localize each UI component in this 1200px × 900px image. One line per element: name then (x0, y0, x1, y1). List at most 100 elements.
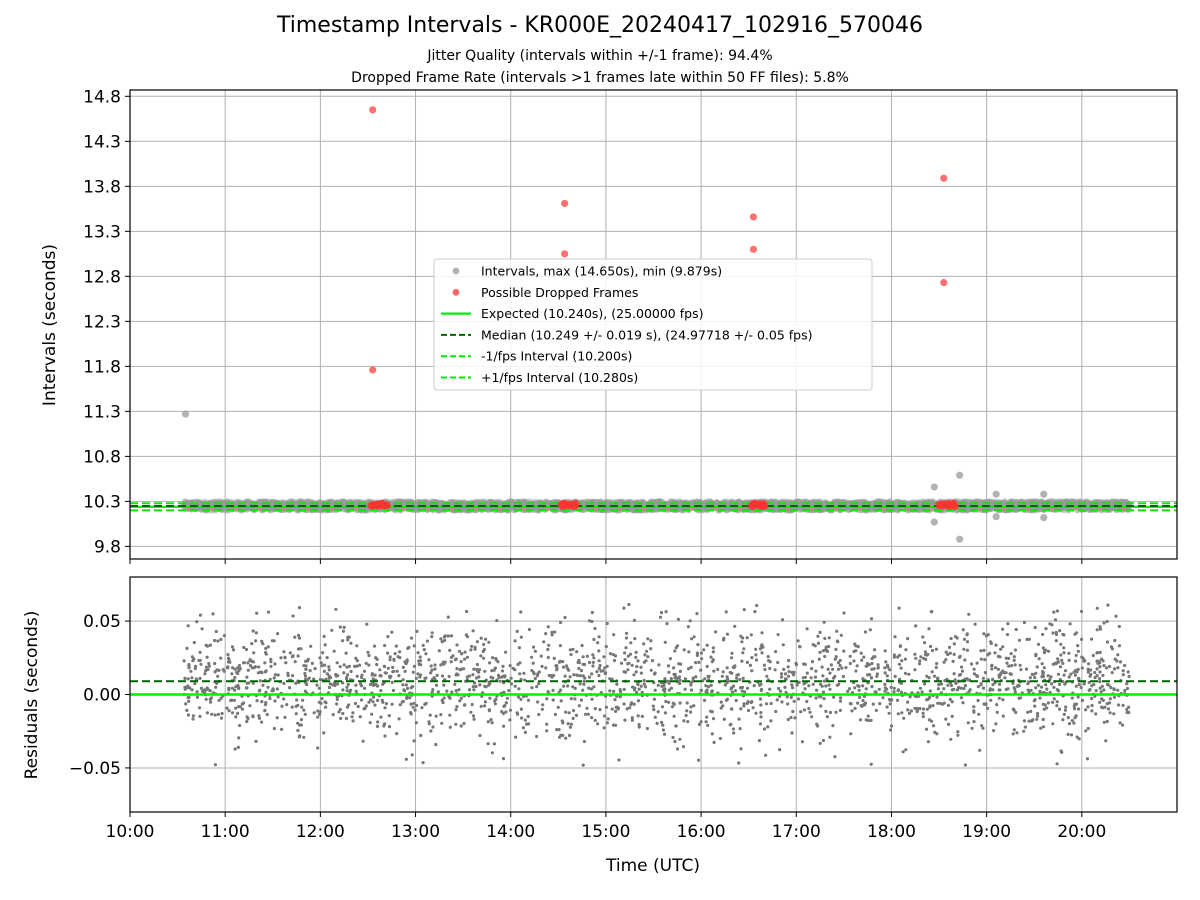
residual-point (441, 700, 445, 705)
dropped-frame-point (383, 501, 391, 510)
residual-point (1041, 702, 1045, 706)
residual-point (487, 709, 492, 713)
residual-point (908, 695, 912, 699)
residual-point (745, 660, 750, 665)
residual-point (1075, 735, 1079, 739)
residual-point (639, 665, 643, 669)
residual-point (490, 751, 494, 755)
residual-point (486, 742, 490, 746)
residual-point (918, 707, 922, 711)
residual-point (700, 657, 704, 661)
residual-point (822, 679, 826, 683)
residual-point (324, 677, 328, 681)
residual-point (362, 686, 367, 690)
residual-point (682, 648, 686, 652)
residual-point (781, 643, 785, 647)
residual-point (769, 701, 773, 706)
residual-point (608, 689, 612, 693)
residual-point (195, 695, 199, 699)
residual-point (897, 606, 901, 610)
residual-point (556, 705, 560, 710)
residual-point (347, 635, 351, 639)
residual-point (524, 722, 529, 726)
residual-point (658, 615, 663, 619)
y-tick-label: 11.8 (83, 357, 121, 377)
residual-point (884, 660, 888, 664)
residual-point (991, 688, 995, 692)
residual-point (233, 747, 237, 751)
residual-point (1013, 648, 1018, 652)
residual-point (254, 739, 258, 744)
residual-point (870, 684, 874, 689)
residual-point (421, 643, 425, 648)
residual-point (892, 686, 896, 690)
residual-point (208, 697, 212, 701)
residual-point (242, 701, 246, 705)
residual-point (1125, 682, 1129, 686)
interval-outlier-point (1040, 513, 1048, 522)
residual-point (672, 702, 676, 706)
residual-point (411, 670, 415, 674)
residual-point (768, 687, 772, 691)
residual-point (816, 641, 821, 645)
residual-point (427, 722, 431, 726)
residual-point (656, 683, 660, 687)
residual-point (828, 710, 833, 715)
residual-point (699, 720, 703, 724)
residual-point (630, 663, 634, 667)
residual-point (190, 676, 194, 680)
residual-point (619, 690, 623, 694)
residual-point (221, 668, 225, 672)
residual-point (759, 703, 763, 707)
residual-point (869, 718, 873, 722)
residual-point (406, 646, 410, 651)
residual-point (704, 684, 708, 688)
residual-point (205, 711, 209, 715)
residual-point (430, 631, 434, 635)
residual-point (541, 703, 545, 707)
residual-point (302, 708, 306, 712)
residual-point (293, 635, 297, 639)
residual-point (322, 669, 326, 674)
residual-point (1076, 644, 1080, 648)
residual-point (805, 699, 809, 704)
residual-point (643, 653, 647, 657)
residual-point (996, 654, 1001, 659)
residual-point (371, 700, 375, 704)
residual-point (367, 653, 371, 658)
residual-point (1082, 659, 1086, 663)
residual-point (496, 673, 501, 678)
residual-point (1062, 651, 1066, 655)
residual-point (799, 710, 803, 714)
residual-point (463, 657, 467, 661)
residual-point (568, 675, 572, 679)
residual-point (351, 711, 355, 715)
residual-point (191, 717, 195, 721)
residual-point (1081, 656, 1085, 661)
residual-point (689, 665, 693, 670)
residual-point (637, 725, 641, 729)
residual-point (291, 674, 295, 678)
residual-point (595, 670, 599, 674)
residual-point (803, 662, 807, 667)
residual-point (699, 688, 704, 693)
residual-point (900, 711, 904, 715)
residual-point (213, 713, 217, 717)
residual-point (516, 662, 520, 667)
residual-point (453, 658, 457, 662)
residual-point (902, 716, 906, 720)
residual-point (733, 624, 737, 629)
residual-point (655, 721, 659, 726)
residual-point (550, 630, 554, 634)
residual-point (892, 655, 897, 659)
residual-point (636, 659, 640, 663)
residual-point (1087, 662, 1091, 666)
residual-point (754, 653, 758, 657)
residual-point (936, 687, 941, 691)
residual-point (1027, 719, 1031, 723)
residual-point (240, 707, 244, 711)
residual-point (204, 669, 208, 673)
residual-point (464, 633, 468, 637)
residual-point (1037, 657, 1041, 661)
residual-point (387, 714, 391, 718)
